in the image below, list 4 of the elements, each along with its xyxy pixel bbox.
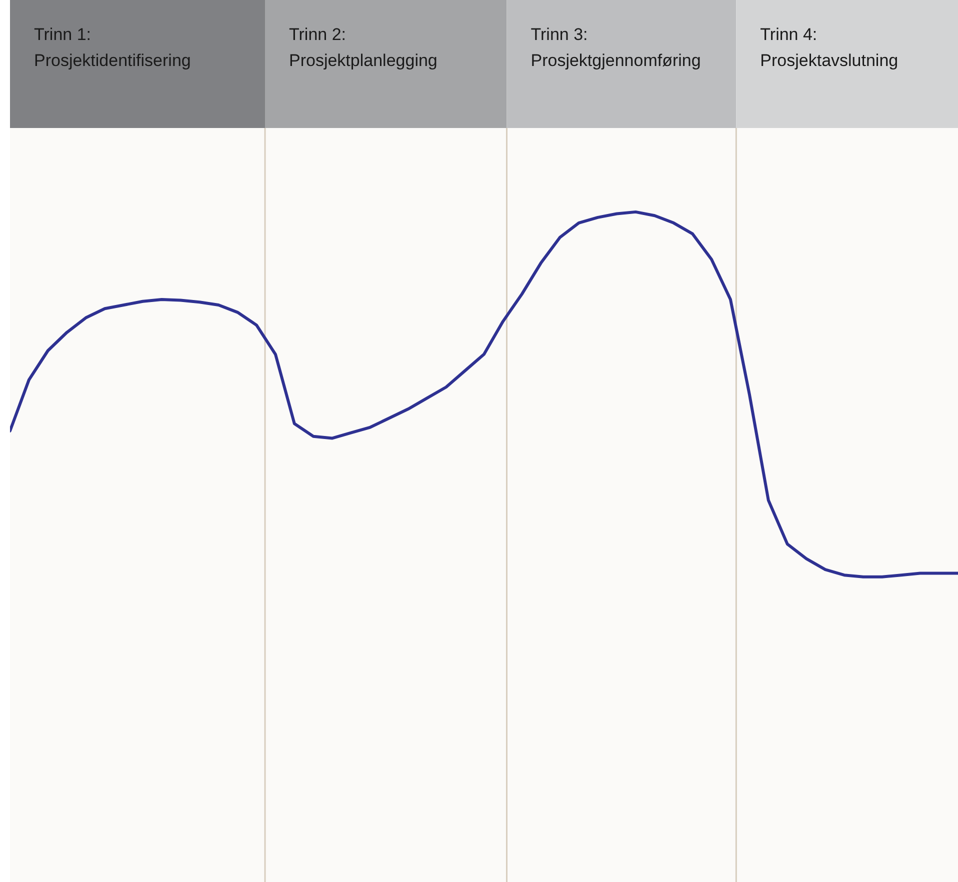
text: Trinn 4: Prosjektavslutning bbox=[760, 25, 898, 70]
text: Trinn 1: Prosjektidentifisering bbox=[34, 25, 191, 70]
text: Trinn 3: Prosjektgjennomføring bbox=[530, 25, 701, 70]
text: Trinn 2: Prosjektplanlegging bbox=[289, 25, 438, 70]
